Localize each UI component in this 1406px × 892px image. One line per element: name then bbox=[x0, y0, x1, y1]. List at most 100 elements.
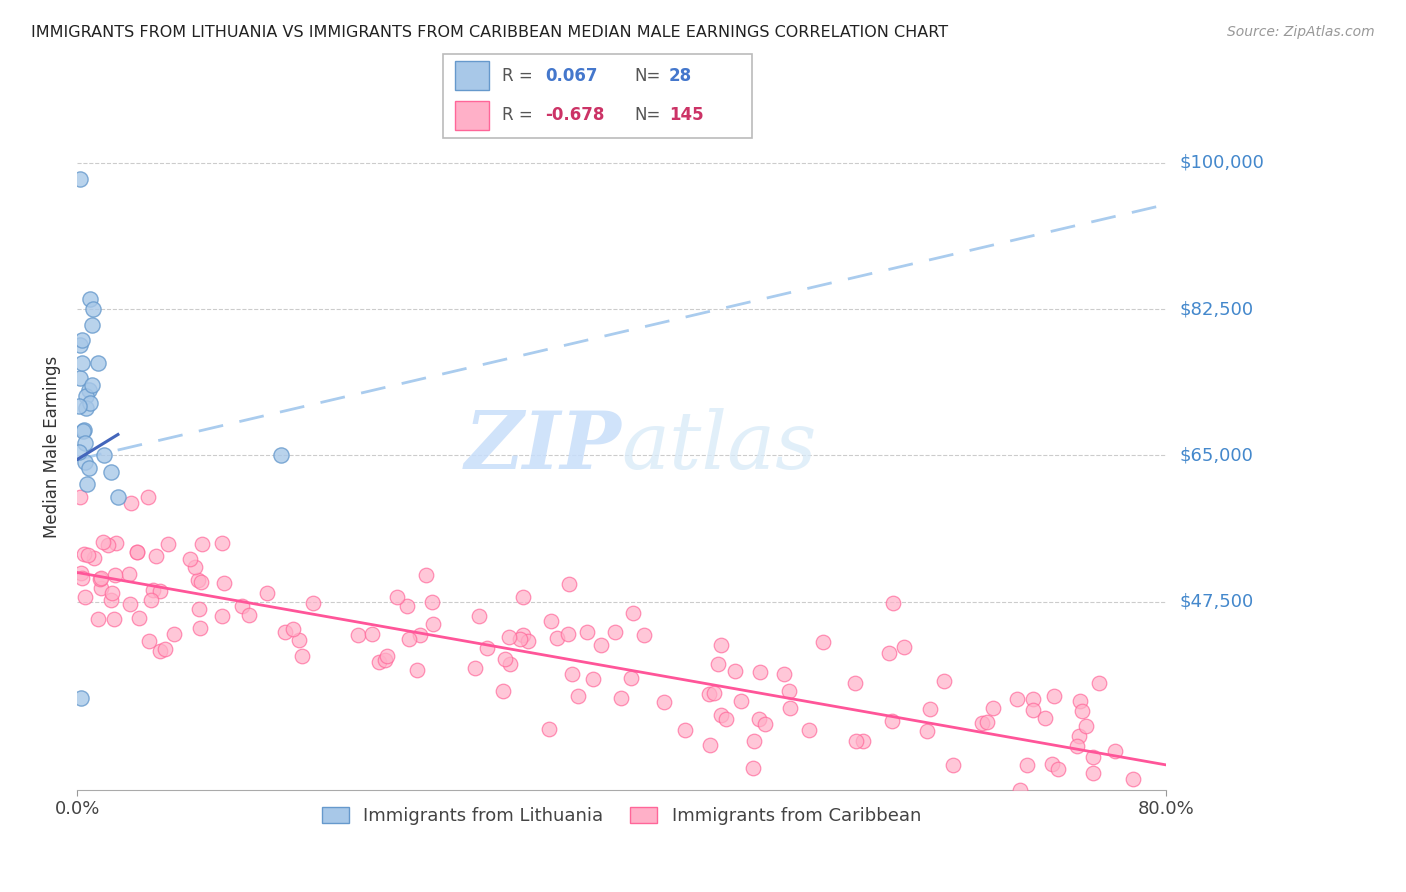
Y-axis label: Median Male Earnings: Median Male Earnings bbox=[44, 356, 60, 538]
Point bbox=[582, 672, 605, 686]
Point bbox=[79, 396, 101, 410]
Point bbox=[517, 633, 540, 648]
Point bbox=[288, 633, 311, 648]
Point bbox=[69, 337, 91, 351]
Point bbox=[73, 590, 96, 604]
Point bbox=[772, 667, 794, 681]
Point bbox=[120, 496, 142, 510]
Point bbox=[73, 547, 96, 561]
Point bbox=[558, 577, 581, 591]
Point bbox=[797, 723, 820, 738]
Point bbox=[492, 683, 515, 698]
Point bbox=[77, 460, 100, 475]
Point bbox=[139, 592, 162, 607]
Point bbox=[190, 537, 212, 551]
Point bbox=[156, 537, 179, 551]
Point bbox=[104, 535, 127, 549]
Point bbox=[179, 552, 201, 566]
Point bbox=[136, 490, 159, 504]
Point bbox=[70, 571, 93, 585]
Point bbox=[537, 722, 560, 736]
Point bbox=[877, 647, 900, 661]
Point bbox=[742, 733, 765, 747]
Point bbox=[714, 712, 737, 726]
Point bbox=[82, 377, 104, 392]
Point bbox=[406, 663, 429, 677]
Point bbox=[540, 614, 562, 628]
Point bbox=[374, 653, 396, 667]
Point bbox=[942, 758, 965, 772]
Point bbox=[561, 666, 583, 681]
Point bbox=[89, 581, 111, 595]
Point bbox=[703, 686, 725, 700]
Point bbox=[420, 595, 443, 609]
Point bbox=[70, 690, 93, 705]
Point bbox=[118, 598, 141, 612]
Point bbox=[749, 665, 772, 680]
Point bbox=[72, 356, 94, 370]
Text: 145: 145 bbox=[669, 106, 703, 124]
Point bbox=[361, 626, 384, 640]
Point bbox=[754, 717, 776, 731]
Point bbox=[93, 449, 115, 463]
Legend: Immigrants from Lithuania, Immigrants from Caribbean: Immigrants from Lithuania, Immigrants fr… bbox=[315, 799, 928, 832]
Point bbox=[211, 536, 233, 550]
Point bbox=[512, 628, 534, 642]
Point bbox=[190, 574, 212, 589]
Point bbox=[1122, 772, 1144, 786]
Point bbox=[75, 436, 97, 450]
Point bbox=[212, 575, 235, 590]
Text: $82,500: $82,500 bbox=[1180, 300, 1254, 318]
Point bbox=[187, 573, 209, 587]
Point bbox=[87, 612, 110, 626]
Point bbox=[621, 606, 644, 620]
Point bbox=[915, 723, 938, 738]
Point bbox=[741, 761, 763, 775]
Point bbox=[1070, 705, 1092, 719]
Point bbox=[422, 617, 444, 632]
Point bbox=[813, 634, 835, 648]
Point bbox=[104, 567, 127, 582]
Text: 0.067: 0.067 bbox=[546, 67, 598, 85]
Point bbox=[89, 572, 111, 586]
Text: atlas: atlas bbox=[621, 409, 817, 486]
Point bbox=[557, 627, 579, 641]
Point bbox=[368, 655, 391, 669]
Point bbox=[1042, 689, 1064, 703]
Point bbox=[1081, 749, 1104, 764]
Point bbox=[97, 538, 120, 552]
Point bbox=[495, 651, 517, 665]
Point bbox=[231, 599, 253, 613]
Point bbox=[1033, 711, 1056, 725]
Point bbox=[79, 293, 101, 307]
Point bbox=[163, 627, 186, 641]
Point bbox=[730, 693, 752, 707]
Point bbox=[1074, 719, 1097, 733]
Point bbox=[605, 625, 627, 640]
Point bbox=[1104, 744, 1126, 758]
Point bbox=[72, 425, 94, 439]
Point bbox=[149, 583, 172, 598]
Point bbox=[1083, 765, 1105, 780]
Point bbox=[710, 638, 733, 652]
Point bbox=[377, 649, 399, 664]
Point bbox=[1069, 694, 1091, 708]
Point bbox=[546, 632, 568, 646]
Text: IMMIGRANTS FROM LITHUANIA VS IMMIGRANTS FROM CARIBBEAN MEDIAN MALE EARNINGS CORR: IMMIGRANTS FROM LITHUANIA VS IMMIGRANTS … bbox=[31, 25, 948, 40]
Point bbox=[86, 356, 108, 370]
Point bbox=[70, 566, 93, 581]
Point bbox=[1022, 692, 1045, 706]
Point bbox=[100, 592, 122, 607]
Point bbox=[567, 690, 589, 704]
Point bbox=[125, 545, 148, 559]
Text: N=: N= bbox=[634, 106, 661, 124]
Point bbox=[301, 596, 323, 610]
Point bbox=[845, 733, 868, 747]
Point bbox=[395, 599, 418, 613]
Point bbox=[1010, 783, 1032, 797]
Point bbox=[920, 702, 942, 716]
Point bbox=[498, 657, 520, 671]
Point bbox=[512, 590, 534, 604]
Point bbox=[699, 688, 721, 702]
Point bbox=[1005, 692, 1028, 706]
